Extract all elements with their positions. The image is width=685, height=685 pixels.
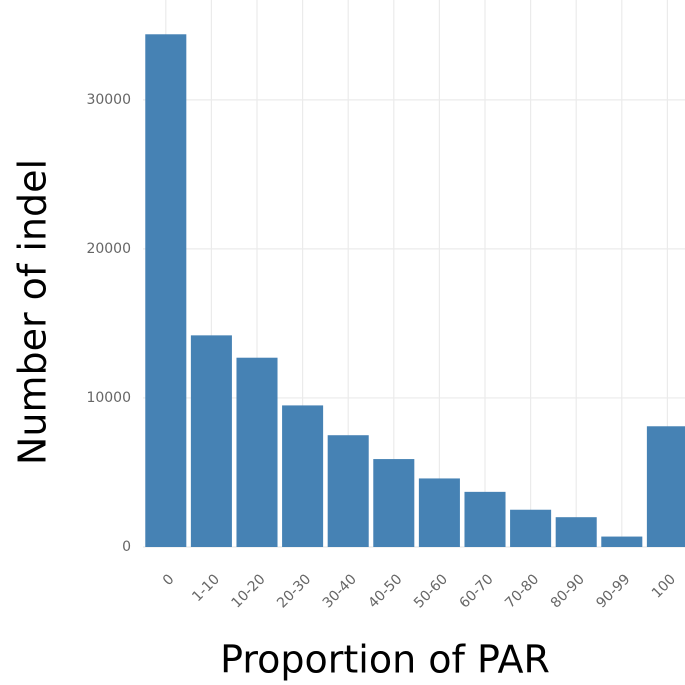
y-tick-label: 20000	[86, 241, 131, 257]
y-tick-label: 0	[122, 539, 131, 555]
y-tick-label: 10000	[86, 390, 131, 406]
x-tick-label: 40-50	[365, 571, 405, 611]
bar	[418, 478, 460, 547]
x-tick-label: 60-70	[457, 571, 497, 611]
bar	[282, 405, 324, 547]
bar	[327, 435, 369, 547]
x-tick-label: 90-99	[593, 571, 633, 611]
bar	[646, 426, 685, 547]
bar	[555, 517, 597, 547]
y-axis-title: Number of indel	[11, 159, 55, 465]
x-tick-label: 100	[649, 571, 679, 601]
x-tick-label: 20-30	[274, 571, 314, 611]
x-tick-label: 10-20	[229, 571, 269, 611]
bar	[145, 34, 187, 548]
bar	[601, 536, 643, 547]
bar	[510, 509, 552, 547]
bar	[190, 335, 232, 547]
bar	[236, 357, 278, 547]
x-tick-label: 0	[160, 571, 178, 589]
x-tick-label: 80-90	[548, 571, 588, 611]
x-tick-label: 30-40	[320, 571, 360, 611]
x-axis-title: Proportion of PAR	[220, 638, 550, 682]
x-tick-label: 1-10	[189, 571, 223, 605]
bar	[464, 491, 506, 547]
x-tick-label: 70-80	[502, 571, 542, 611]
x-tick-label: 50-60	[411, 571, 451, 611]
y-tick-label: 30000	[86, 92, 131, 108]
bar	[373, 459, 415, 547]
plot-area	[143, 0, 685, 548]
